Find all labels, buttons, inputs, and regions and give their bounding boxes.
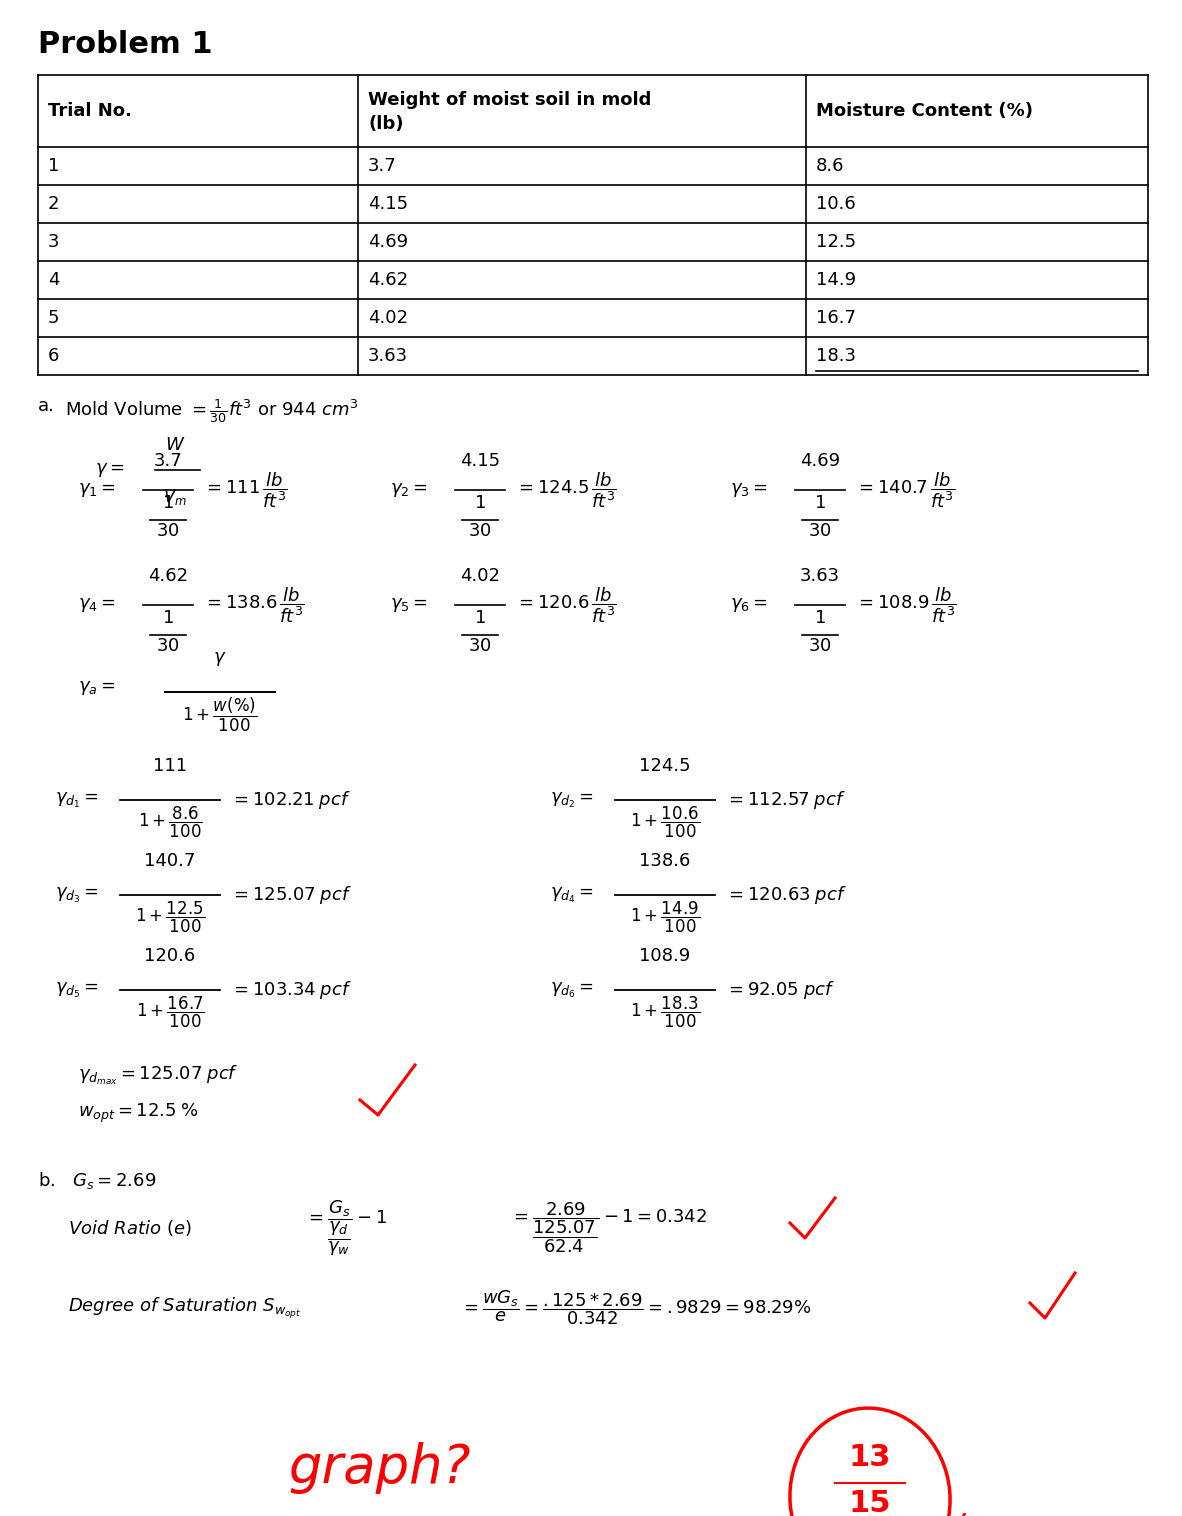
- Text: $= 108.9\,\dfrac{lb}{ft^3}$: $= 108.9\,\dfrac{lb}{ft^3}$: [855, 585, 956, 625]
- Text: $\gamma_{4} =$: $\gamma_{4} =$: [78, 596, 116, 614]
- Text: graph?: graph?: [288, 1442, 472, 1493]
- Text: $1 + \dfrac{18.3}{100}$: $1 + \dfrac{18.3}{100}$: [630, 994, 700, 1031]
- Text: 140.7: 140.7: [144, 852, 196, 870]
- Text: 3.7: 3.7: [154, 452, 182, 470]
- Text: $= 120.63\;pcf$: $= 120.63\;pcf$: [725, 884, 846, 907]
- Text: $\gamma_{3} =$: $\gamma_{3} =$: [730, 481, 768, 499]
- Text: 14.9: 14.9: [816, 271, 856, 290]
- Text: $= 124.5\,\dfrac{lb}{ft^3}$: $= 124.5\,\dfrac{lb}{ft^3}$: [515, 470, 617, 509]
- Text: 4.02: 4.02: [368, 309, 408, 327]
- Text: $= \dfrac{2.69}{\dfrac{125.07}{62.4}} - 1 = 0.342$: $= \dfrac{2.69}{\dfrac{125.07}{62.4}} - …: [509, 1201, 707, 1255]
- Text: $\gamma_{d_{1}} =$: $\gamma_{d_{1}} =$: [56, 790, 99, 810]
- Text: b.   $G_s = 2.69$: b. $G_s = 2.69$: [38, 1170, 156, 1192]
- Text: $30$: $30$: [468, 637, 492, 655]
- Text: 2: 2: [48, 196, 59, 214]
- Text: $w_{opt} = 12.5\;\%$: $w_{opt} = 12.5\;\%$: [78, 1102, 199, 1125]
- Text: $30$: $30$: [808, 522, 832, 540]
- Text: 124.5: 124.5: [639, 756, 690, 775]
- Text: $1$: $1$: [162, 609, 174, 628]
- Text: $V_m$: $V_m$: [163, 487, 187, 506]
- Text: $\gamma_{d_{5}} =$: $\gamma_{d_{5}} =$: [56, 981, 99, 999]
- Text: $\gamma_{1} =$: $\gamma_{1} =$: [78, 481, 116, 499]
- Text: $Degree\ of\ Saturation\ S_{w_{opt}}$: $Degree\ of\ Saturation\ S_{w_{opt}}$: [69, 1296, 301, 1320]
- Text: 3.7: 3.7: [368, 158, 397, 174]
- Text: 3.63: 3.63: [368, 347, 408, 365]
- Text: $1 + \dfrac{w(\%)}{100}$: $1 + \dfrac{w(\%)}{100}$: [182, 696, 258, 734]
- Text: $1$: $1$: [814, 494, 826, 512]
- Text: a.: a.: [38, 397, 54, 415]
- Text: 4: 4: [48, 271, 59, 290]
- Text: 4.62: 4.62: [368, 271, 408, 290]
- Text: $\gamma_a =$: $\gamma_a =$: [78, 679, 116, 697]
- Text: $= 140.7\,\dfrac{lb}{ft^3}$: $= 140.7\,\dfrac{lb}{ft^3}$: [855, 470, 955, 509]
- Text: $1$: $1$: [474, 494, 486, 512]
- Text: $= 92.05\;pcf$: $= 92.05\;pcf$: [725, 979, 834, 1001]
- Text: $= 112.57\;pcf$: $= 112.57\;pcf$: [725, 788, 845, 811]
- Text: 4.69: 4.69: [800, 452, 840, 470]
- Text: 4.62: 4.62: [148, 567, 188, 585]
- Text: 111: 111: [152, 756, 187, 775]
- Text: 13: 13: [849, 1443, 891, 1472]
- Text: $\gamma_{d_{3}} =$: $\gamma_{d_{3}} =$: [56, 885, 99, 905]
- Text: 8.6: 8.6: [816, 158, 844, 174]
- Text: 4.02: 4.02: [460, 567, 500, 585]
- Text: 18.3: 18.3: [816, 347, 856, 365]
- Text: 120.6: 120.6: [144, 948, 196, 966]
- Text: $1$: $1$: [474, 609, 486, 628]
- Text: Mold Volume $= \frac{1}{30}ft^3$ or 944 $cm^3$: Mold Volume $= \frac{1}{30}ft^3$ or 944 …: [65, 397, 358, 424]
- Text: Trial No.: Trial No.: [48, 102, 132, 120]
- Text: 4.15: 4.15: [368, 196, 408, 214]
- Text: $= 125.07\;pcf$: $= 125.07\;pcf$: [230, 884, 352, 907]
- Text: $1 + \dfrac{16.7}{100}$: $1 + \dfrac{16.7}{100}$: [136, 994, 204, 1031]
- Text: $\gamma_{d_{2}} =$: $\gamma_{d_{2}} =$: [550, 790, 593, 810]
- Text: 6: 6: [48, 347, 59, 365]
- Text: $1 + \dfrac{14.9}{100}$: $1 + \dfrac{14.9}{100}$: [630, 901, 700, 935]
- Text: $W$: $W$: [164, 437, 186, 453]
- Text: $30$: $30$: [156, 522, 180, 540]
- Text: Problem 1: Problem 1: [38, 30, 213, 59]
- Text: $Void\ Ratio\ (e)$: $Void\ Ratio\ (e)$: [69, 1217, 191, 1239]
- Text: $1$: $1$: [162, 494, 174, 512]
- Text: 3: 3: [48, 233, 59, 252]
- Text: $\gamma_{d_{max}} = 125.07\;pcf$: $\gamma_{d_{max}} = 125.07\;pcf$: [78, 1063, 239, 1087]
- Text: $30$: $30$: [808, 637, 832, 655]
- Text: Moisture Content (%): Moisture Content (%): [816, 102, 1033, 120]
- Text: $1 + \dfrac{12.5}{100}$: $1 + \dfrac{12.5}{100}$: [135, 901, 204, 935]
- Text: 4.15: 4.15: [460, 452, 500, 470]
- Text: $\gamma =$: $\gamma =$: [95, 461, 124, 479]
- Text: 15: 15: [849, 1489, 891, 1516]
- Text: 3.63: 3.63: [800, 567, 840, 585]
- Text: $\gamma_{5} =$: $\gamma_{5} =$: [390, 596, 428, 614]
- Text: $= \dfrac{G_s}{\dfrac{\gamma_d}{\gamma_w}} - 1$: $= \dfrac{G_s}{\dfrac{\gamma_d}{\gamma_w…: [305, 1198, 387, 1258]
- Text: 4.69: 4.69: [368, 233, 408, 252]
- Text: $1 + \dfrac{8.6}{100}$: $1 + \dfrac{8.6}{100}$: [137, 805, 202, 840]
- Text: $= \dfrac{wG_s}{e} = \dfrac{.125 * 2.69}{0.342} = .9829 = 98.29\%$: $= \dfrac{wG_s}{e} = \dfrac{.125 * 2.69}…: [460, 1289, 811, 1328]
- Text: 12.5: 12.5: [816, 233, 856, 252]
- Text: $\gamma_{2} =$: $\gamma_{2} =$: [390, 481, 428, 499]
- Text: $\gamma$: $\gamma$: [213, 650, 227, 669]
- Text: $1$: $1$: [814, 609, 826, 628]
- Text: $\gamma_{d_{6}} =$: $\gamma_{d_{6}} =$: [550, 981, 593, 999]
- Text: $= 138.6\,\dfrac{lb}{ft^3}$: $= 138.6\,\dfrac{lb}{ft^3}$: [203, 585, 305, 625]
- Text: $= 102.21\;pcf$: $= 102.21\;pcf$: [230, 788, 351, 811]
- Text: 108.9: 108.9: [639, 948, 690, 966]
- Text: $= 120.6\,\dfrac{lb}{ft^3}$: $= 120.6\,\dfrac{lb}{ft^3}$: [515, 585, 617, 625]
- Text: $\gamma_{6} =$: $\gamma_{6} =$: [730, 596, 768, 614]
- Text: $1 + \dfrac{10.6}{100}$: $1 + \dfrac{10.6}{100}$: [630, 805, 700, 840]
- Text: $\gamma_{d_{4}} =$: $\gamma_{d_{4}} =$: [550, 885, 593, 905]
- Text: 1: 1: [48, 158, 59, 174]
- Text: /: /: [954, 1511, 966, 1516]
- Text: (lb): (lb): [368, 115, 403, 133]
- Text: Weight of moist soil in mold: Weight of moist soil in mold: [368, 91, 651, 109]
- Text: $30$: $30$: [468, 522, 492, 540]
- Text: 16.7: 16.7: [816, 309, 856, 327]
- Text: 5: 5: [48, 309, 59, 327]
- Text: $30$: $30$: [156, 637, 180, 655]
- Text: $= 111\,\dfrac{lb}{ft^3}$: $= 111\,\dfrac{lb}{ft^3}$: [203, 470, 287, 509]
- Text: 10.6: 10.6: [816, 196, 856, 214]
- Text: $= 103.34\;pcf$: $= 103.34\;pcf$: [230, 979, 352, 1001]
- Text: 138.6: 138.6: [639, 852, 690, 870]
